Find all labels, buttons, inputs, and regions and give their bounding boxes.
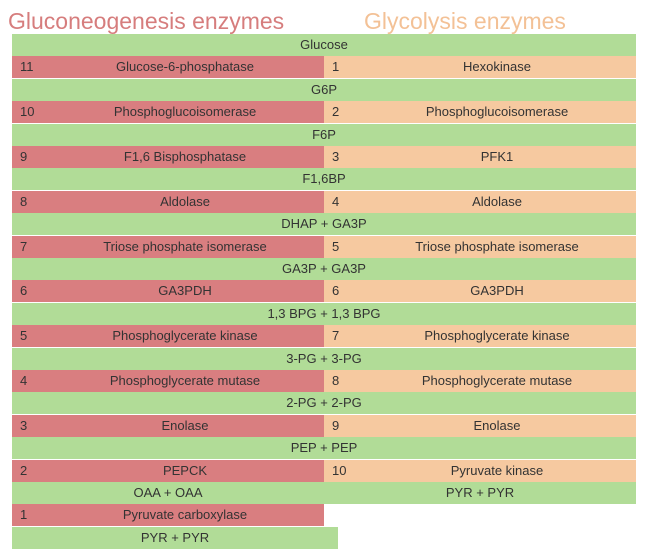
glycolysis-header: Glycolysis enzymes	[364, 8, 566, 34]
step-number: 9	[332, 418, 340, 433]
step-number: 3	[332, 149, 340, 164]
enzyme-label: Enolase	[161, 418, 209, 433]
step-number: 10	[332, 463, 347, 478]
step-number: 5	[332, 239, 340, 254]
metabolite-label: PYR + PYR	[445, 485, 515, 500]
enzyme-label: Phosphoglucoisomerase	[425, 104, 569, 119]
glycolysis-enzyme: 3 PFK1	[324, 146, 636, 168]
glycolysis-enzyme: 6 GA3PDH	[324, 280, 636, 302]
step-number: 7	[332, 328, 340, 343]
enzyme-label: Phosphoglucoisomerase	[113, 104, 257, 119]
metabolite-row: 3-PG + 3-PG	[12, 348, 636, 370]
metabolite-label: 3-PG + 3-PG	[286, 351, 362, 366]
metabolite-label: 2-PG + 2-PG	[286, 395, 362, 410]
enzyme-label: Phosphoglycerate kinase	[112, 328, 258, 343]
enzyme-label: Triose phosphate isomerase	[415, 239, 579, 254]
glycolysis-enzyme: 2 Phosphoglucoisomerase	[324, 101, 636, 123]
enzyme-label: Aldolase	[472, 194, 522, 209]
metabolite-label: G6P	[310, 82, 337, 97]
enzyme-label: Hexokinase	[463, 59, 531, 74]
step-number: 5	[20, 328, 28, 343]
metabolite-label: GA3P + GA3P	[282, 261, 366, 276]
enzyme-label: Phosphoglycerate mutase	[421, 373, 573, 388]
step-number: 3	[20, 418, 28, 433]
metabolite-label: F6P	[312, 127, 336, 142]
metabolite-row: PEP + PEP	[12, 437, 636, 459]
gluconeogenesis-enzyme: 7 Triose phosphate isomerase	[12, 236, 324, 258]
glycolysis-enzyme: 9 Enolase	[324, 415, 636, 437]
gluconeogenesis-enzyme: 2 PEPCK	[12, 460, 324, 482]
enzyme-label: Pyruvate carboxylase	[122, 507, 248, 522]
metabolite-row: G6P	[12, 79, 636, 101]
gluconeogenesis-enzyme: 6 GA3PDH	[12, 280, 324, 302]
enzyme-label: Enolase	[473, 418, 521, 433]
gluconeogenesis-metabolite: PYR + PYR	[12, 527, 338, 549]
gluconeogenesis-enzyme: 9 F1,6 Bisphosphatase	[12, 146, 324, 168]
metabolite-row: GA3P + GA3P	[12, 258, 636, 280]
step-number: 4	[20, 373, 28, 388]
metabolite-row: DHAP + GA3P	[12, 213, 636, 235]
gluconeogenesis-enzyme: 11 Glucose-6-phosphatase	[12, 56, 324, 78]
metabolite-row: F1,6BP	[12, 168, 636, 190]
glycolysis-enzyme: 1 Hexokinase	[324, 56, 636, 78]
metabolite-label: F1,6BP	[302, 171, 346, 186]
gluconeogenesis-enzyme: 1 Pyruvate carboxylase	[12, 504, 324, 526]
step-number: 10	[20, 104, 35, 119]
step-number: 7	[20, 239, 28, 254]
enzyme-label: PFK1	[480, 149, 514, 164]
metabolite-label: DHAP + GA3P	[281, 216, 367, 231]
glycolysis-enzyme: 7 Phosphoglycerate kinase	[324, 325, 636, 347]
enzyme-label: Triose phosphate isomerase	[103, 239, 267, 254]
gluconeogenesis-enzyme: 5 Phosphoglycerate kinase	[12, 325, 324, 347]
enzyme-label: F1,6 Bisphosphatase	[123, 149, 247, 164]
enzyme-label: PEPCK	[162, 463, 208, 478]
enzyme-label: Phosphoglycerate mutase	[109, 373, 261, 388]
glycolysis-enzyme: 10 Pyruvate kinase	[324, 460, 636, 482]
enzyme-label: Glucose-6-phosphatase	[115, 59, 255, 74]
metabolite-label: Glucose	[300, 37, 348, 52]
glycolysis-enzyme: 5 Triose phosphate isomerase	[324, 236, 636, 258]
metabolite-label: PEP + PEP	[290, 440, 358, 455]
metabolite-row: 1,3 BPG + 1,3 BPG	[12, 303, 636, 325]
step-number: 2	[20, 463, 28, 478]
step-number: 2	[332, 104, 340, 119]
gluconeogenesis-enzyme: 10 Phosphoglucoisomerase	[12, 101, 324, 123]
gluconeogenesis-enzyme: 3 Enolase	[12, 415, 324, 437]
enzyme-label: GA3PDH	[158, 283, 212, 298]
step-number: 9	[20, 149, 28, 164]
metabolite-label: OAA + OAA	[133, 485, 203, 500]
gluconeogenesis-enzyme: 8 Aldolase	[12, 191, 324, 213]
enzyme-label: Phosphoglycerate kinase	[424, 328, 570, 343]
glycolysis-metabolite: PYR + PYR	[324, 482, 636, 504]
step-number: 8	[332, 373, 340, 388]
step-number: 11	[20, 59, 34, 74]
enzyme-label: GA3PDH	[470, 283, 524, 298]
metabolite-row: F6P	[12, 124, 636, 146]
step-number: 4	[332, 194, 340, 209]
metabolite-row: 2-PG + 2-PG	[12, 392, 636, 414]
glycolysis-enzyme: 4 Aldolase	[324, 191, 636, 213]
step-number: 1	[332, 59, 340, 74]
metabolite-label: PYR + PYR	[140, 530, 210, 545]
enzyme-label: Pyruvate kinase	[450, 463, 544, 478]
metabolite-row: Glucose	[12, 34, 636, 56]
gluconeogenesis-header: Gluconeogenesis enzymes	[8, 8, 285, 34]
step-number: 1	[20, 507, 28, 522]
step-number: 6	[332, 283, 340, 298]
gluconeogenesis-enzyme: 4 Phosphoglycerate mutase	[12, 370, 324, 392]
enzyme-label: Aldolase	[160, 194, 210, 209]
metabolite-label: 1,3 BPG + 1,3 BPG	[267, 306, 381, 321]
step-number: 6	[20, 283, 28, 298]
gluconeogenesis-metabolite: OAA + OAA	[12, 482, 324, 504]
glycolysis-enzyme: 8 Phosphoglycerate mutase	[324, 370, 636, 392]
step-number: 8	[20, 194, 28, 209]
